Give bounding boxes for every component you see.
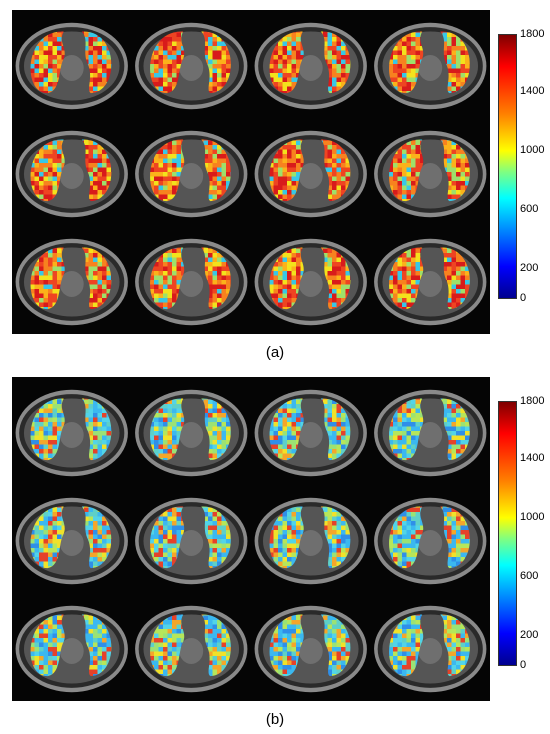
mri-slices-a xyxy=(15,22,487,326)
panel-a: 1800 1400 1000 600 200 0 (a) xyxy=(0,10,550,361)
colorbar-tick: 1000 xyxy=(520,511,544,523)
mri-slice xyxy=(15,605,128,693)
mri-slice xyxy=(254,389,367,477)
mri-slice xyxy=(374,605,487,693)
colorbar-tick: 1000 xyxy=(520,144,544,156)
mri-slice xyxy=(254,497,367,585)
mri-slice xyxy=(254,130,367,218)
mri-slice xyxy=(374,389,487,477)
colorbar-tick: 600 xyxy=(520,203,538,215)
mri-slice xyxy=(254,238,367,326)
caption-b: (b) xyxy=(0,711,550,728)
caption-a: (a) xyxy=(0,344,550,361)
colorbar-tick: 200 xyxy=(520,629,538,641)
mri-slice xyxy=(254,605,367,693)
mri-slice xyxy=(135,238,248,326)
colorbar-b: 1800 1400 1000 600 200 0 xyxy=(498,393,550,677)
colorbar-tick: 0 xyxy=(520,659,526,671)
mri-mosaic-b xyxy=(12,377,490,701)
mri-slice xyxy=(374,497,487,585)
colorbar-tick: 600 xyxy=(520,570,538,582)
mri-slice xyxy=(15,130,128,218)
mri-slice xyxy=(15,497,128,585)
colorbar-tick: 1400 xyxy=(520,452,544,464)
colorbar-tick: 1800 xyxy=(520,395,544,407)
colorbar-a: 1800 1400 1000 600 200 0 xyxy=(498,26,550,310)
mri-slice xyxy=(135,497,248,585)
mri-slice xyxy=(135,605,248,693)
panel-b: 1800 1400 1000 600 200 0 (b) xyxy=(0,367,550,734)
mri-slice xyxy=(135,389,248,477)
mri-slice xyxy=(135,130,248,218)
mri-slice xyxy=(15,22,128,110)
colorbar-gradient-b xyxy=(498,401,517,666)
mri-slice xyxy=(135,22,248,110)
mri-slices-b xyxy=(15,389,487,693)
mri-slice xyxy=(374,22,487,110)
colorbar-tick: 200 xyxy=(520,262,538,274)
mri-slice xyxy=(374,130,487,218)
mri-slice xyxy=(15,389,128,477)
mri-mosaic-a xyxy=(12,10,490,334)
colorbar-tick: 1400 xyxy=(520,85,544,97)
mri-slice xyxy=(15,238,128,326)
mri-slice xyxy=(254,22,367,110)
mri-slice xyxy=(374,238,487,326)
colorbar-tick: 1800 xyxy=(520,28,544,40)
colorbar-tick: 0 xyxy=(520,292,526,304)
colorbar-gradient-a xyxy=(498,34,517,299)
